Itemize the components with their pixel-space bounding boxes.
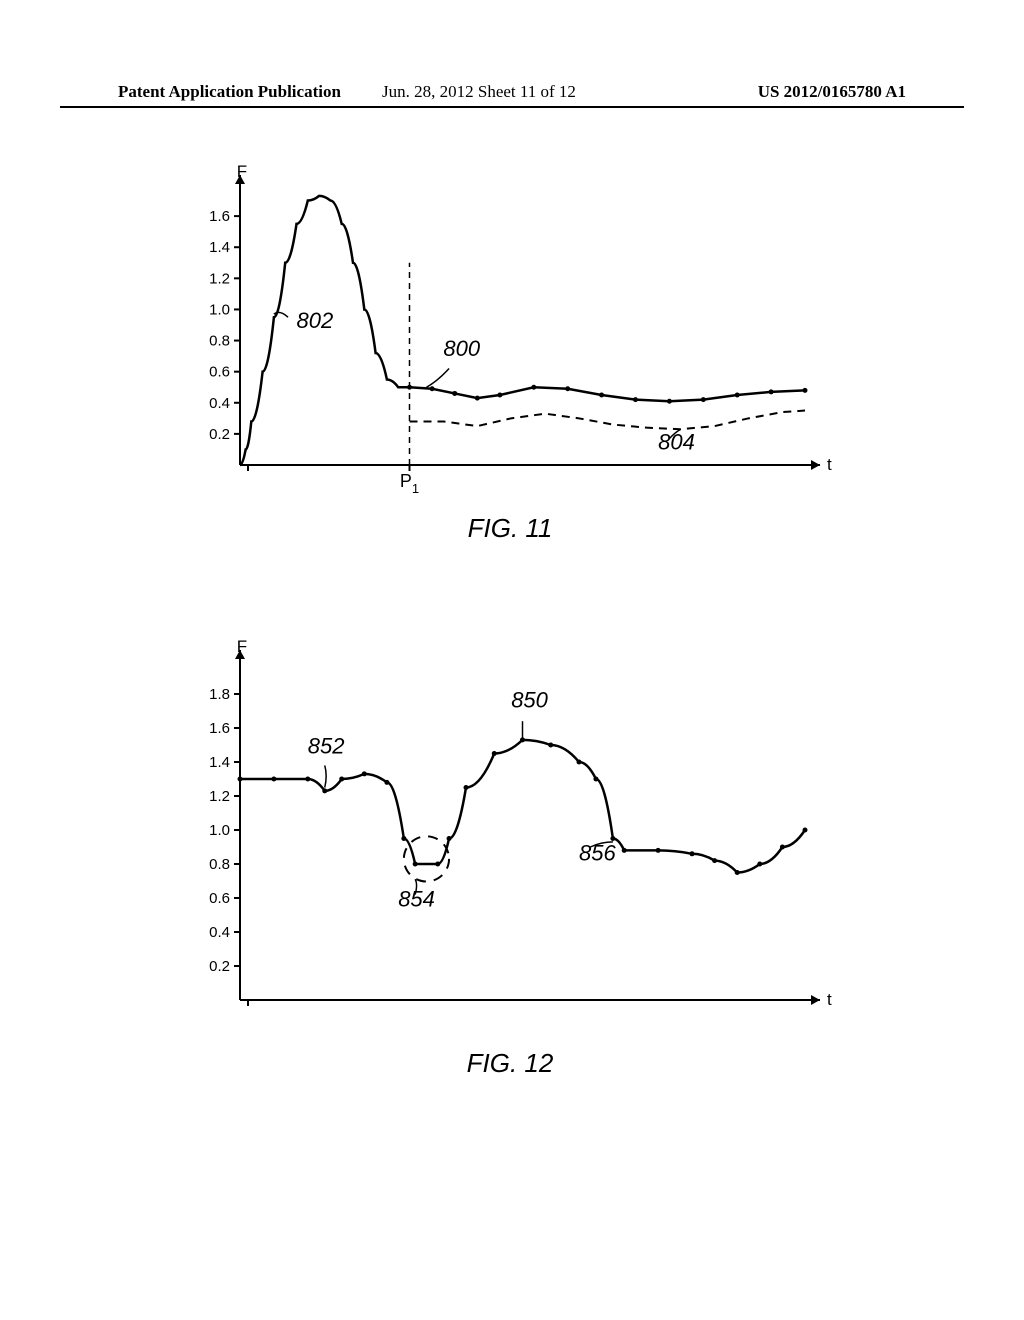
svg-text:1.0: 1.0 — [209, 822, 230, 839]
header-center: Jun. 28, 2012 Sheet 11 of 12 — [382, 82, 576, 102]
svg-text:F: F — [237, 165, 247, 181]
svg-text:0.8: 0.8 — [209, 856, 230, 873]
svg-text:0.2: 0.2 — [209, 958, 230, 975]
figure-11: 0.20.40.60.81.01.21.41.6FtP1802800804 FI… — [185, 165, 835, 535]
svg-text:852: 852 — [308, 734, 345, 759]
svg-text:802: 802 — [297, 308, 334, 333]
svg-text:P1: P1 — [400, 471, 419, 496]
svg-text:1.2: 1.2 — [209, 270, 230, 287]
svg-text:t: t — [827, 990, 832, 1009]
svg-text:0.4: 0.4 — [209, 395, 230, 412]
svg-text:0.8: 0.8 — [209, 333, 230, 350]
svg-text:0.6: 0.6 — [209, 890, 230, 907]
svg-text:0.6: 0.6 — [209, 364, 230, 381]
figure-12-chart: 0.20.40.60.81.01.21.41.61.8Ft85285085485… — [185, 640, 835, 1040]
svg-text:1.2: 1.2 — [209, 788, 230, 805]
header-left: Patent Application Publication — [118, 82, 341, 102]
svg-text:1.4: 1.4 — [209, 754, 230, 771]
svg-text:0.2: 0.2 — [209, 426, 230, 443]
figure-11-chart: 0.2 0.4 0.6 0.8 1.0 1.2 1.4 1.6 Ft P1 802 800 804 — [185, 165, 835, 505]
svg-text:804: 804 — [658, 429, 695, 454]
svg-text:800: 800 — [443, 336, 480, 361]
figure-12: 0.20.40.60.81.01.21.41.61.8Ft85285085485… — [185, 640, 835, 1080]
svg-text:1.4: 1.4 — [209, 239, 230, 256]
svg-text:1.0: 1.0 — [209, 301, 230, 318]
svg-text:850: 850 — [511, 688, 548, 713]
header-right: US 2012/0165780 A1 — [758, 82, 906, 102]
figure-12-caption: FIG. 12 — [185, 1048, 835, 1079]
svg-text:F: F — [237, 640, 247, 656]
svg-text:0.4: 0.4 — [209, 924, 230, 941]
svg-text:1.8: 1.8 — [209, 686, 230, 703]
header-rule — [60, 106, 964, 108]
figure-11-caption: FIG. 11 — [185, 513, 835, 544]
svg-text:1.6: 1.6 — [209, 208, 230, 225]
svg-text:t: t — [827, 455, 832, 474]
svg-text:1.6: 1.6 — [209, 720, 230, 737]
